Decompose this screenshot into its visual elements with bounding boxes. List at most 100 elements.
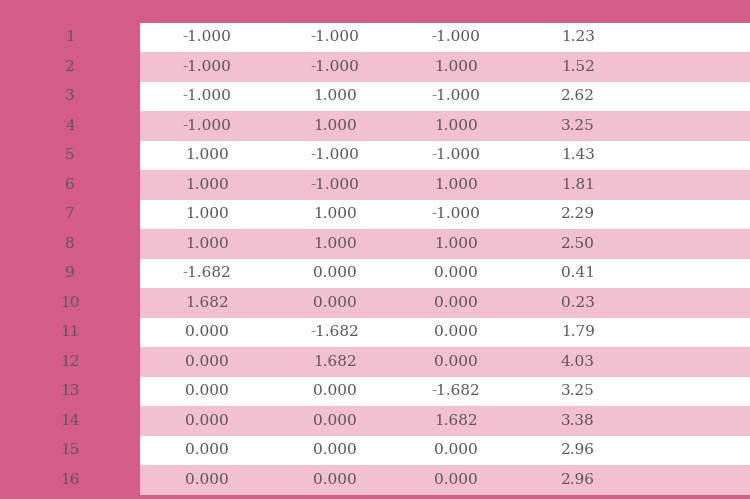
Bar — [0, 288, 140, 317]
Text: -1.000: -1.000 — [431, 207, 480, 221]
Bar — [140, 22, 750, 52]
Bar — [0, 111, 140, 141]
Text: 16: 16 — [60, 473, 80, 487]
Text: 0.000: 0.000 — [433, 443, 478, 457]
Text: -1.000: -1.000 — [310, 178, 360, 192]
Text: 12: 12 — [60, 355, 80, 369]
Text: 3.25: 3.25 — [561, 119, 595, 133]
Text: 0.000: 0.000 — [433, 296, 478, 310]
Bar — [140, 141, 750, 170]
Text: 0.23: 0.23 — [561, 296, 595, 310]
Bar — [140, 406, 750, 436]
Text: 1.000: 1.000 — [185, 237, 229, 251]
Text: -1.000: -1.000 — [310, 148, 360, 162]
Text: 5: 5 — [65, 148, 75, 162]
Text: 1.81: 1.81 — [561, 178, 595, 192]
Text: 2.96: 2.96 — [561, 443, 595, 457]
Text: 1.682: 1.682 — [433, 414, 478, 428]
Text: 1.682: 1.682 — [314, 355, 357, 369]
Text: 2.62: 2.62 — [561, 89, 595, 103]
Text: 8: 8 — [65, 237, 75, 251]
Text: -1.000: -1.000 — [183, 60, 232, 74]
Text: 3.25: 3.25 — [561, 384, 595, 398]
Bar — [0, 317, 140, 347]
Text: 1.000: 1.000 — [185, 207, 229, 221]
Bar — [0, 52, 140, 81]
Bar — [0, 229, 140, 258]
Text: 0.000: 0.000 — [185, 325, 229, 339]
Text: 1.682: 1.682 — [185, 296, 229, 310]
Text: 0.41: 0.41 — [561, 266, 595, 280]
Text: 2.50: 2.50 — [561, 237, 595, 251]
Text: -1.000: -1.000 — [431, 89, 480, 103]
Bar — [0, 377, 140, 406]
Text: 14: 14 — [60, 414, 80, 428]
Text: 0.000: 0.000 — [314, 414, 357, 428]
Text: 1.000: 1.000 — [185, 148, 229, 162]
Text: 3.38: 3.38 — [561, 414, 595, 428]
Bar — [140, 436, 750, 465]
Text: -1.000: -1.000 — [183, 89, 232, 103]
Bar — [0, 22, 140, 52]
Bar — [140, 81, 750, 111]
Text: 3: 3 — [65, 89, 75, 103]
Text: 6: 6 — [65, 178, 75, 192]
Text: 1.000: 1.000 — [314, 237, 357, 251]
Bar — [140, 229, 750, 258]
Text: 15: 15 — [60, 443, 80, 457]
Text: 0.000: 0.000 — [314, 384, 357, 398]
Text: 0.000: 0.000 — [433, 325, 478, 339]
Bar — [0, 4, 750, 22]
Text: 13: 13 — [60, 384, 80, 398]
Text: 11: 11 — [60, 325, 80, 339]
Text: 1.000: 1.000 — [314, 89, 357, 103]
Text: 10: 10 — [60, 296, 80, 310]
Text: 4.03: 4.03 — [561, 355, 595, 369]
Bar — [0, 406, 140, 436]
Text: 1.000: 1.000 — [314, 207, 357, 221]
Text: 1: 1 — [65, 30, 75, 44]
Text: 2.96: 2.96 — [561, 473, 595, 487]
Text: 0.000: 0.000 — [185, 355, 229, 369]
Text: 1.000: 1.000 — [433, 60, 478, 74]
Text: 1.23: 1.23 — [561, 30, 595, 44]
Text: 0.000: 0.000 — [433, 266, 478, 280]
Text: 0.000: 0.000 — [185, 473, 229, 487]
Text: 1.000: 1.000 — [433, 178, 478, 192]
Text: -1.682: -1.682 — [183, 266, 232, 280]
Text: 0.000: 0.000 — [185, 384, 229, 398]
Text: 2: 2 — [65, 60, 75, 74]
Text: -1.000: -1.000 — [310, 60, 360, 74]
Text: 0.000: 0.000 — [314, 296, 357, 310]
Bar — [140, 377, 750, 406]
Text: 1.52: 1.52 — [561, 60, 595, 74]
Bar — [140, 465, 750, 495]
Text: -1.000: -1.000 — [431, 30, 480, 44]
Bar — [140, 52, 750, 81]
Text: -1.000: -1.000 — [183, 30, 232, 44]
Bar — [0, 141, 140, 170]
Text: 0.000: 0.000 — [185, 414, 229, 428]
Text: -1.000: -1.000 — [183, 119, 232, 133]
Bar — [0, 347, 140, 377]
Text: 0.000: 0.000 — [433, 355, 478, 369]
Bar — [0, 200, 140, 229]
Bar — [0, 81, 140, 111]
Text: 1.000: 1.000 — [314, 119, 357, 133]
Text: -1.682: -1.682 — [431, 384, 480, 398]
Text: 1.43: 1.43 — [561, 148, 595, 162]
Text: 0.000: 0.000 — [433, 473, 478, 487]
Bar — [0, 465, 140, 495]
Bar — [140, 111, 750, 141]
Text: 7: 7 — [65, 207, 75, 221]
Text: 1.000: 1.000 — [433, 237, 478, 251]
Text: 1.000: 1.000 — [185, 178, 229, 192]
Bar — [0, 436, 140, 465]
Text: 0.000: 0.000 — [314, 443, 357, 457]
Text: -1.000: -1.000 — [431, 148, 480, 162]
Bar — [140, 170, 750, 200]
Text: 9: 9 — [65, 266, 75, 280]
Text: -1.682: -1.682 — [310, 325, 359, 339]
Bar — [140, 288, 750, 317]
Bar — [0, 258, 140, 288]
